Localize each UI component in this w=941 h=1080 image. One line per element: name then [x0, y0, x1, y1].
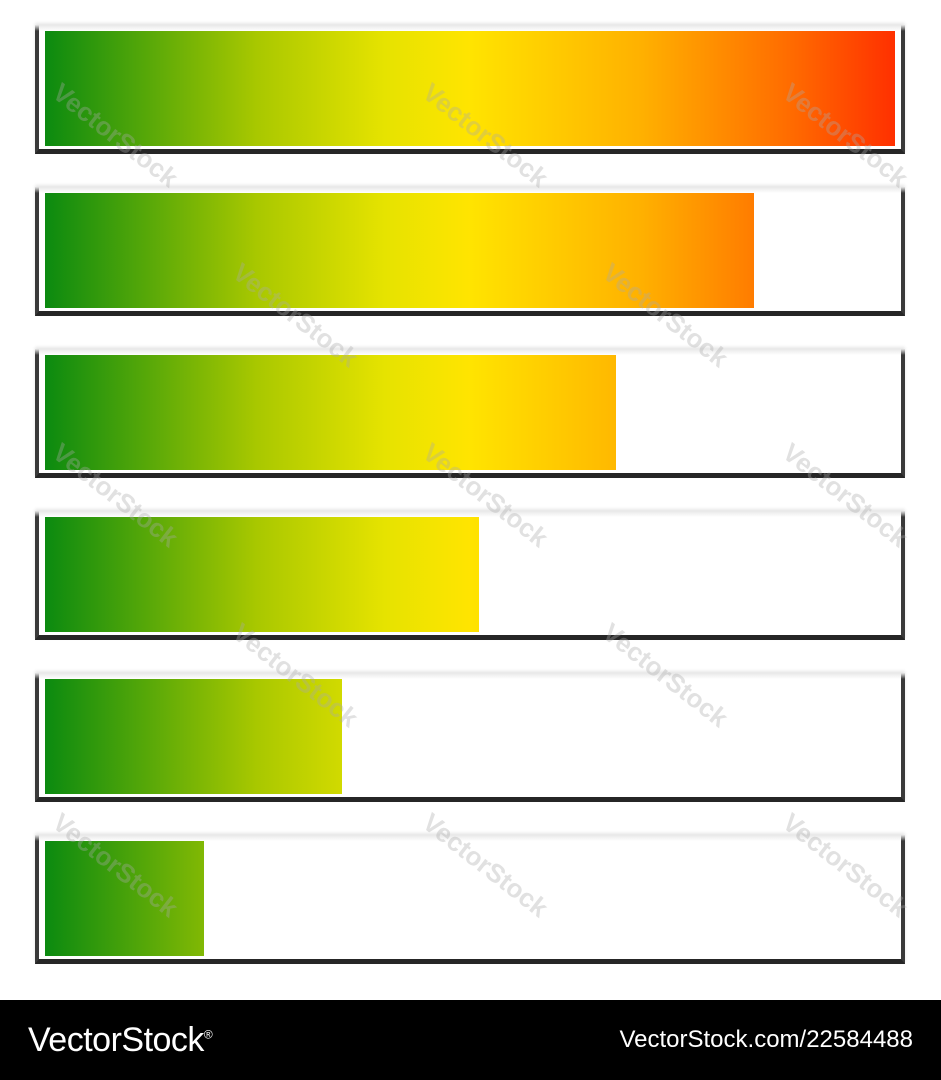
registered-mark: ®: [203, 1027, 213, 1042]
level-bar-track: [45, 841, 895, 956]
level-bar-fill: [45, 355, 617, 470]
level-bar-fill: [45, 31, 895, 146]
image-url: VectorStock.com/22584488: [619, 1026, 913, 1053]
level-bar-track: [45, 517, 895, 632]
level-bar-track: [45, 31, 895, 146]
level-bar-fill: [45, 193, 754, 308]
level-bar-4: [35, 511, 905, 640]
level-bar-1: [35, 25, 905, 154]
level-bar-track: [45, 193, 895, 308]
level-bar-fill: [45, 517, 479, 632]
brand-logo: VectorStock®: [28, 1020, 213, 1060]
level-bar-3: [35, 349, 905, 478]
level-bar-6: [35, 835, 905, 964]
level-bar-5: [35, 673, 905, 802]
level-bar-2: [35, 187, 905, 316]
level-bar-track: [45, 355, 895, 470]
level-bars: VectorStock VectorStock VectorStock VectorS…: [35, 25, 914, 964]
level-bar-track: [45, 679, 895, 794]
level-bar-fill: [45, 841, 204, 956]
brand-name: VectorStock: [28, 1020, 204, 1059]
level-bar-fill: [45, 679, 342, 794]
footer-bar: VectorStock® VectorStock.com/22584488: [0, 1000, 941, 1080]
